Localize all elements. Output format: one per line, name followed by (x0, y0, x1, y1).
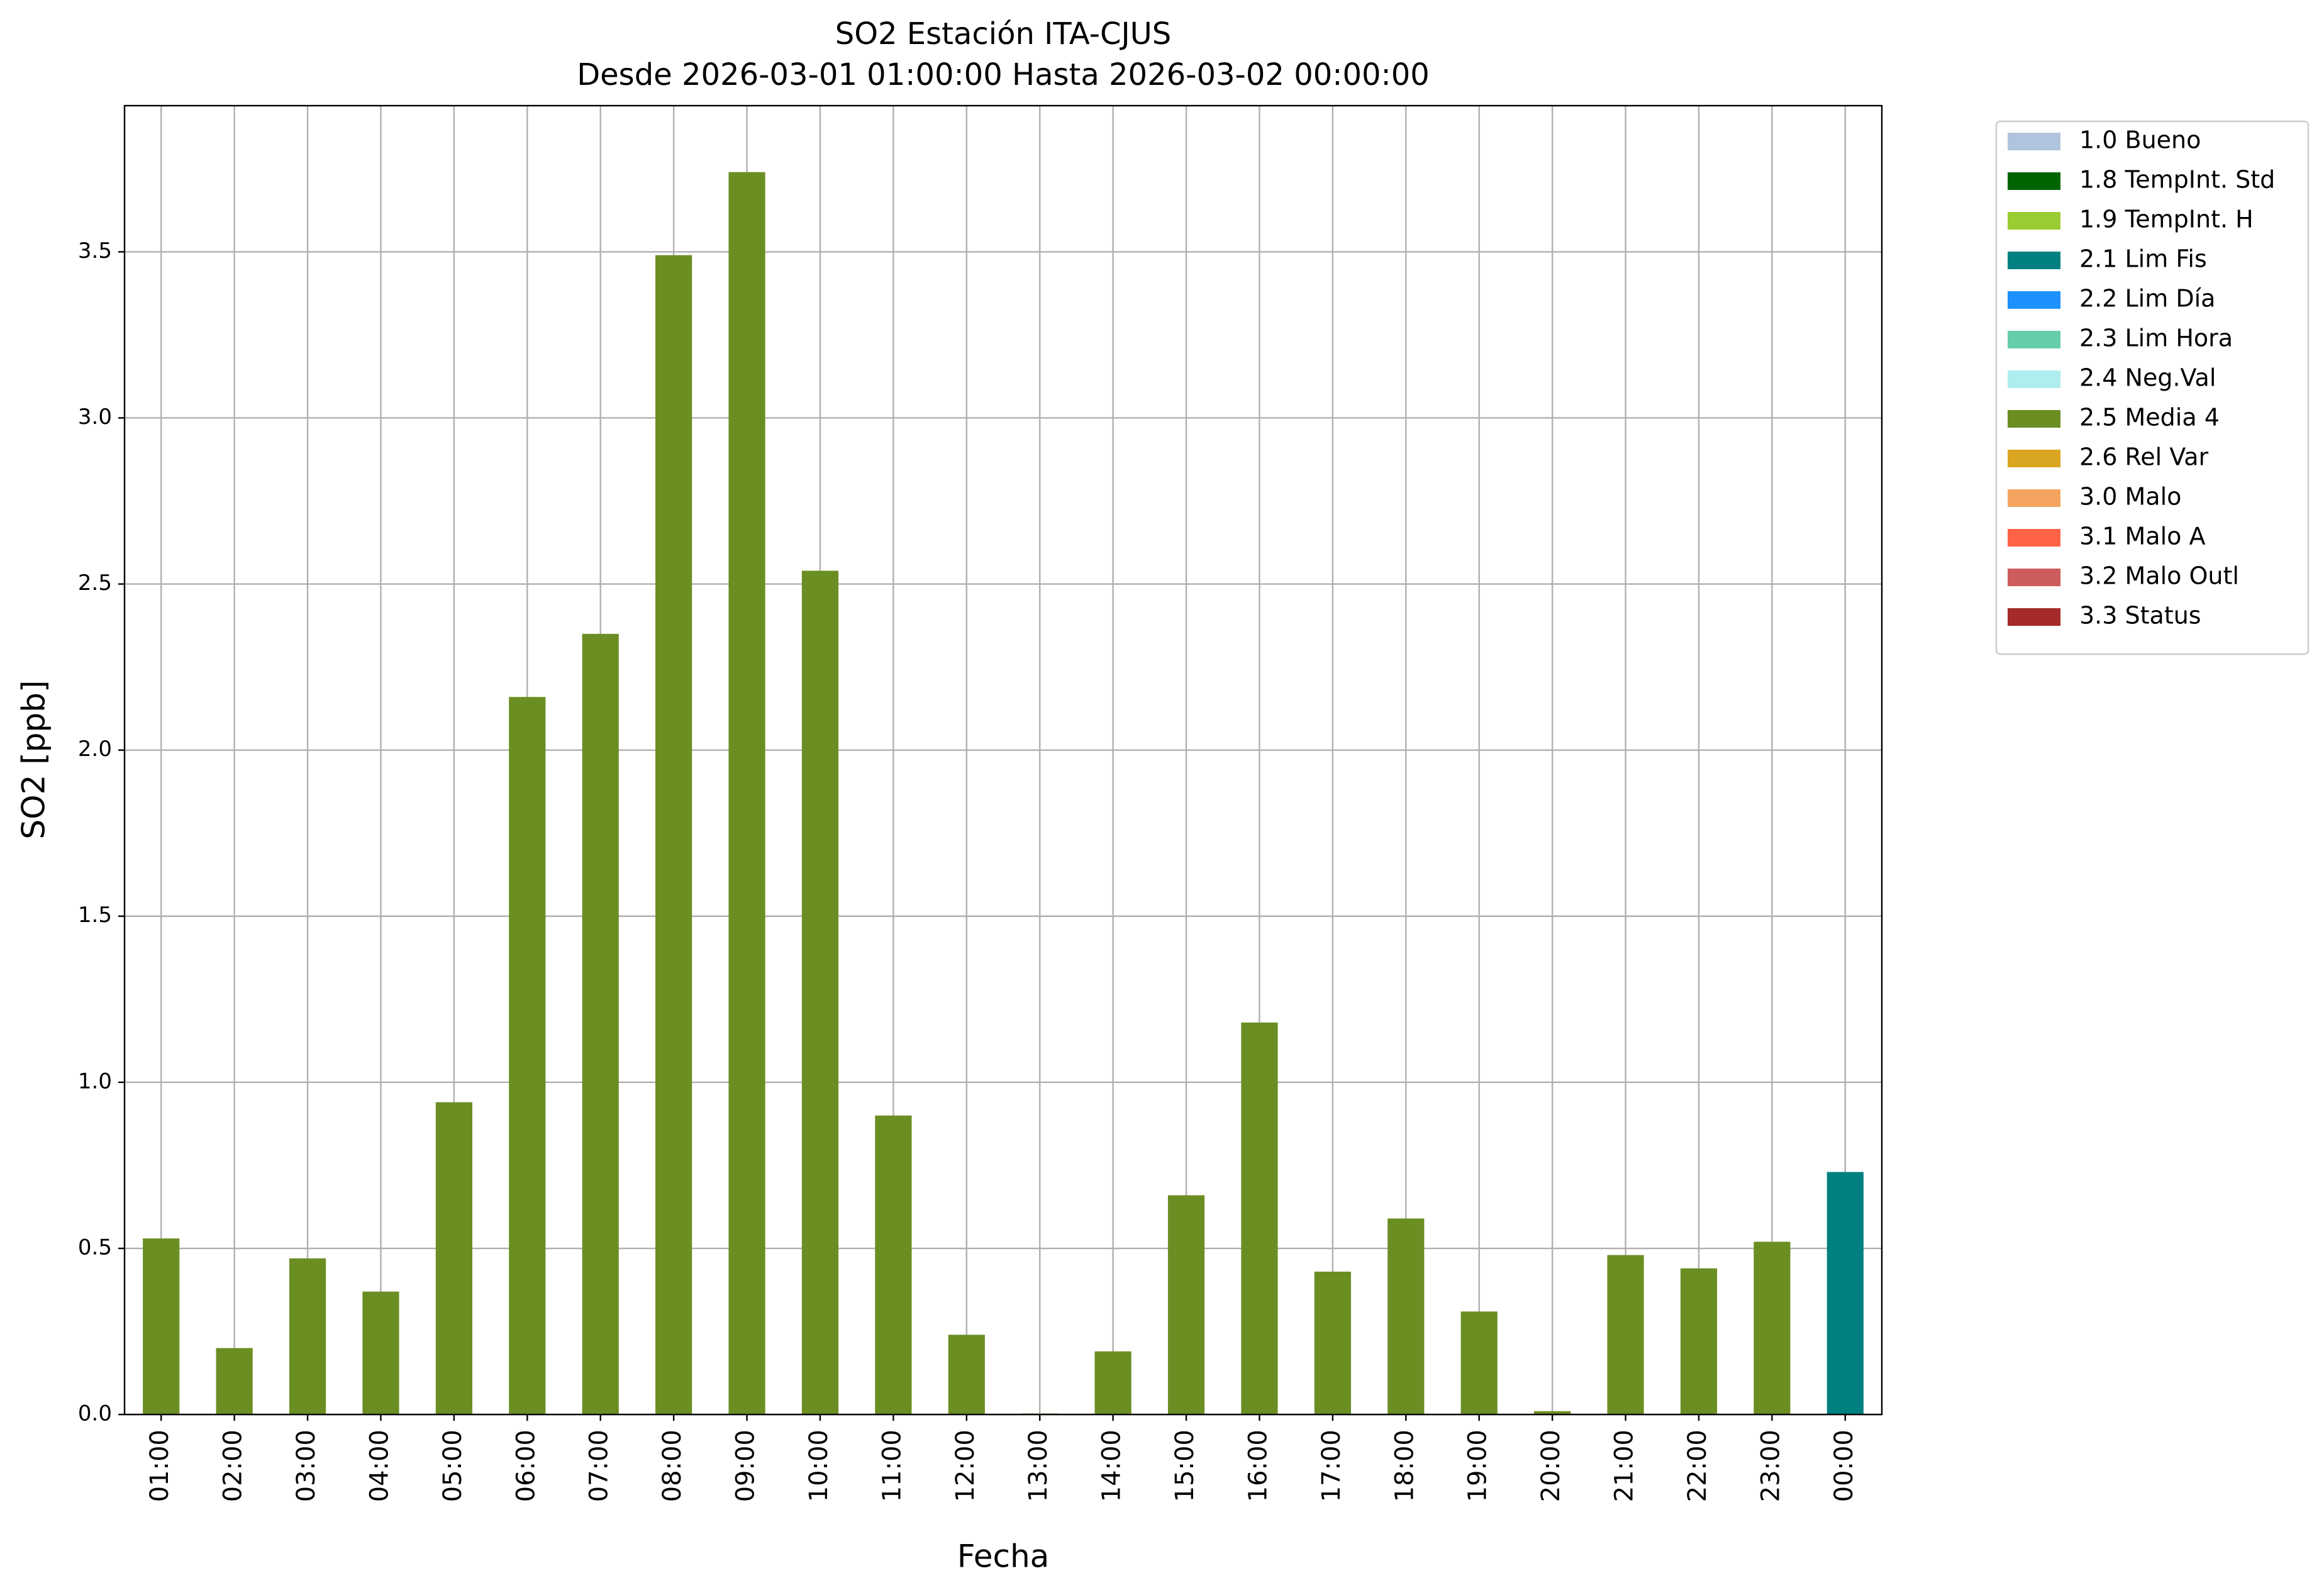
x-tick-label: 02:00 (219, 1430, 248, 1502)
bar (1167, 1195, 1205, 1414)
y-tick-label: 0.5 (78, 1235, 112, 1260)
bar (1314, 1271, 1351, 1414)
legend-label: 3.0 Malo (2079, 483, 2181, 511)
x-axis-label: Fecha (957, 1538, 1050, 1575)
legend-label: 2.1 Lim Fis (2079, 245, 2207, 273)
legend-swatch (2008, 370, 2060, 388)
bar (655, 255, 692, 1414)
y-tick-label: 3.0 (78, 404, 112, 430)
x-tick-label: 10:00 (804, 1430, 833, 1502)
legend-label: 3.2 Malo Outl (2079, 562, 2239, 590)
legend-swatch (2008, 450, 2060, 467)
x-tick-label: 18:00 (1390, 1430, 1419, 1502)
legend-label: 2.5 Media 4 (2079, 404, 2220, 431)
bar (362, 1291, 399, 1414)
x-tick-label: 22:00 (1683, 1430, 1712, 1502)
bar (582, 633, 619, 1414)
x-tick-label: 03:00 (292, 1430, 321, 1502)
legend-frame (1995, 120, 2310, 655)
bar (289, 1258, 326, 1414)
bar (435, 1102, 472, 1414)
x-tick-label: 08:00 (658, 1430, 687, 1502)
x-tick-label: 19:00 (1464, 1430, 1493, 1502)
legend-label: 1.9 TempInt. H (2079, 206, 2254, 233)
legend-label: 3.1 Malo A (2079, 523, 2205, 550)
x-tick-label: 06:00 (511, 1430, 540, 1502)
x-tick-label: 05:00 (438, 1430, 467, 1502)
legend-label: 2.4 Neg.Val (2079, 364, 2216, 392)
x-tick-label: 13:00 (1024, 1430, 1053, 1502)
x-tick-label: 17:00 (1317, 1430, 1346, 1502)
legend-swatch (2008, 489, 2060, 507)
x-tick-label: 01:00 (145, 1430, 174, 1502)
bar (143, 1238, 180, 1414)
bar (1754, 1242, 1791, 1414)
y-tick-label: 1.0 (78, 1069, 112, 1094)
bar (509, 697, 546, 1414)
x-tick-label: 23:00 (1756, 1430, 1785, 1502)
bar (1460, 1311, 1498, 1414)
x-tick-label: 16:00 (1243, 1430, 1272, 1502)
bar (1387, 1218, 1425, 1414)
y-tick-label: 2.0 (78, 736, 112, 762)
y-tick-label: 0.0 (78, 1401, 112, 1426)
legend-label: 3.3 Status (2079, 602, 2201, 630)
legend-swatch (2008, 529, 2060, 547)
legend-swatch (2008, 291, 2060, 309)
chart-title: SO2 Estación ITA-CJUS (835, 16, 1172, 52)
bar (1826, 1172, 1864, 1414)
x-tick-label: 14:00 (1098, 1430, 1126, 1502)
bar (1680, 1268, 1718, 1414)
y-tick-label: 3.5 (78, 238, 112, 264)
x-tick-label: 00:00 (1830, 1430, 1859, 1502)
x-tick-label: 15:00 (1170, 1430, 1199, 1502)
legend-label: 1.8 TempInt. Std (2079, 166, 2275, 194)
legend-swatch (2008, 569, 2060, 586)
bar (1241, 1022, 1278, 1414)
x-tick-label: 09:00 (731, 1430, 760, 1502)
legend-swatch (2008, 410, 2060, 428)
legend-swatch (2008, 608, 2060, 626)
legend-swatch (2008, 252, 2060, 269)
bar (216, 1348, 253, 1414)
bar (948, 1335, 985, 1414)
y-tick-label: 2.5 (78, 570, 112, 596)
bar (1094, 1351, 1131, 1414)
bar (1607, 1255, 1644, 1414)
legend-label: 1.0 Bueno (2079, 126, 2201, 154)
x-tick-label: 11:00 (877, 1430, 906, 1502)
y-axis-label: SO2 [ppb] (16, 680, 52, 839)
chart-subtitle: Desde 2026-03-01 01:00:00 Hasta 2026-03-… (577, 57, 1430, 92)
bar (875, 1115, 912, 1414)
legend-swatch (2008, 172, 2060, 190)
legend-label: 2.6 Rel Var (2079, 443, 2209, 471)
x-tick-label: 21:00 (1610, 1430, 1639, 1502)
bar (728, 172, 765, 1414)
x-tick-label: 07:00 (585, 1430, 614, 1502)
bar (801, 570, 839, 1414)
legend-swatch (2008, 331, 2060, 348)
x-tick-label: 12:00 (951, 1430, 980, 1502)
y-tick-label: 1.5 (78, 903, 112, 928)
x-tick-label: 04:00 (365, 1430, 394, 1502)
plot-frame (123, 104, 1883, 1416)
x-tick-label: 20:00 (1537, 1430, 1565, 1502)
legend-label: 2.3 Lim Hora (2079, 325, 2233, 352)
legend-swatch (2008, 133, 2060, 150)
legend-swatch (2008, 212, 2060, 230)
legend-label: 2.2 Lim Día (2079, 285, 2215, 313)
bar (1534, 1411, 1571, 1414)
